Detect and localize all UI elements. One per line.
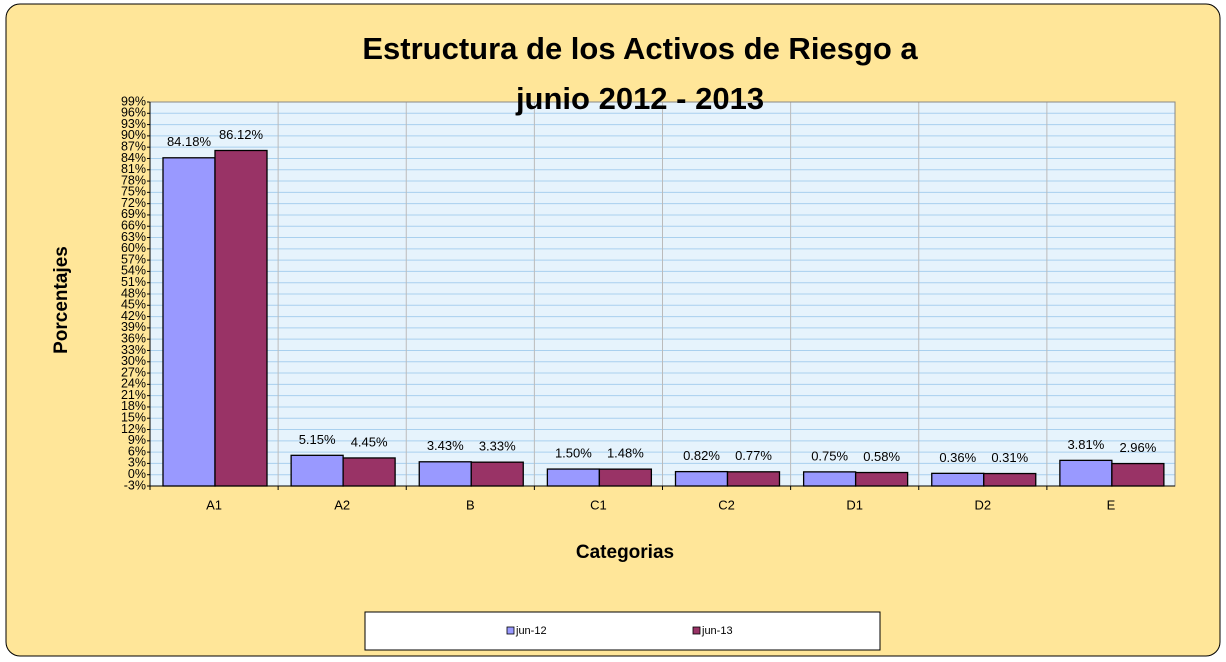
y-tick-label: 48%: [121, 286, 146, 300]
data-label: 3.81%: [1067, 437, 1104, 452]
data-label: 86.12%: [219, 127, 264, 142]
x-axis-label: Categorias: [576, 542, 674, 563]
bar: [470, 461, 524, 487]
y-tick-label: 0%: [128, 467, 146, 481]
bar: [726, 471, 781, 487]
y-tick-label: 78%: [121, 173, 146, 187]
data-label: 0.31%: [991, 450, 1028, 465]
bar: [162, 157, 216, 487]
y-tick-label: 9%: [128, 433, 146, 447]
y-tick-label: 18%: [121, 399, 146, 413]
x-tick-label: B: [466, 497, 475, 512]
x-tick-label: E: [1107, 497, 1116, 512]
y-tick-label: 57%: [121, 252, 146, 266]
y-tick-label: 84%: [121, 151, 146, 165]
y-tick-label: 60%: [121, 241, 146, 255]
y-tick-label: 36%: [121, 331, 146, 345]
y-tick-label: 30%: [121, 354, 146, 368]
y-tick-label: 45%: [121, 298, 146, 312]
y-tick-label: 87%: [121, 139, 146, 153]
y-tick-label: 72%: [121, 196, 146, 210]
y-tick-label: 63%: [121, 230, 146, 244]
legend-swatch: [692, 626, 701, 635]
data-label: 84.18%: [167, 134, 212, 149]
data-label: 1.50%: [555, 445, 592, 460]
data-label: 4.45%: [351, 434, 388, 449]
y-tick-label: 15%: [121, 411, 146, 425]
y-tick-label: 90%: [121, 128, 146, 142]
bar: [1059, 459, 1113, 487]
data-label: 0.58%: [863, 449, 900, 464]
x-tick-label: A1: [206, 497, 222, 512]
data-label: 0.36%: [939, 450, 976, 465]
y-tick-label: 96%: [121, 106, 146, 120]
y-tick-label: 54%: [121, 264, 146, 278]
x-tick-label: C1: [590, 497, 607, 512]
data-label: 5.15%: [299, 432, 336, 447]
y-tick-label: 42%: [121, 309, 146, 323]
bar: [854, 471, 909, 487]
bar: [598, 468, 653, 487]
y-tick-label: 27%: [121, 365, 146, 379]
data-label: 2.96%: [1119, 440, 1156, 455]
data-label: 0.75%: [811, 448, 848, 463]
data-label: 1.48%: [607, 446, 644, 461]
y-tick-label: 6%: [128, 444, 146, 458]
data-label: 0.82%: [683, 448, 720, 463]
bar: [674, 470, 729, 487]
y-tick-label: -3%: [124, 478, 146, 492]
legend-label: jun-13: [701, 625, 733, 637]
x-tick-label: D2: [975, 497, 992, 512]
legend-label: jun-12: [515, 625, 547, 637]
bar: [802, 471, 857, 487]
legend: [364, 611, 881, 651]
bar: [418, 461, 472, 487]
bar: [983, 472, 1037, 487]
y-tick-label: 3%: [128, 456, 146, 470]
bar: [290, 454, 344, 487]
y-tick-label: 99%: [121, 94, 146, 108]
y-tick-label: 75%: [121, 185, 146, 199]
x-tick-label: D1: [846, 497, 863, 512]
bar: [931, 472, 985, 487]
legend-swatch: [506, 626, 515, 635]
x-tick-label: A2: [334, 497, 350, 512]
bar: [214, 149, 268, 487]
y-tick-label: 81%: [121, 162, 146, 176]
data-label: 3.43%: [427, 438, 464, 453]
y-tick-label: 39%: [121, 320, 146, 334]
data-label: 3.33%: [479, 439, 516, 454]
y-tick-label: 21%: [121, 388, 146, 402]
x-tick-label: C2: [718, 497, 735, 512]
bar: [546, 468, 601, 487]
bar: [1111, 462, 1165, 487]
y-tick-label: 69%: [121, 207, 146, 221]
y-tick-label: 51%: [121, 275, 146, 289]
y-axis-label: Porcentajes: [51, 246, 72, 354]
y-tick-label: 33%: [121, 343, 146, 357]
y-tick-label: 12%: [121, 422, 146, 436]
y-tick-label: 24%: [121, 377, 146, 391]
data-label: 0.77%: [735, 448, 772, 463]
chart-title: Estructura de los Activos de Riesgo a ju…: [362, 31, 918, 116]
y-tick-label: 66%: [121, 219, 146, 233]
bar: [342, 457, 396, 487]
y-tick-label: 93%: [121, 117, 146, 131]
